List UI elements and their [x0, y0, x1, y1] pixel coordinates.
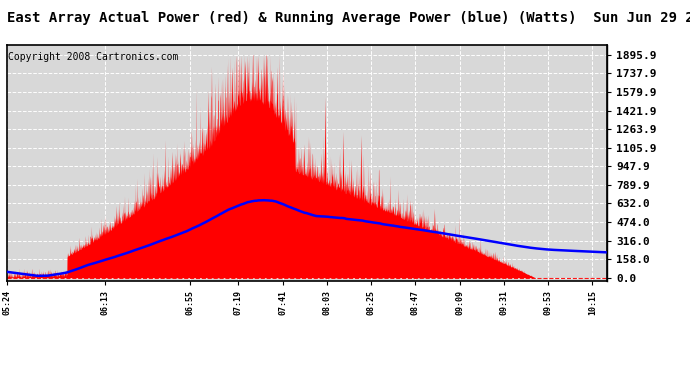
Text: Copyright 2008 Cartronics.com: Copyright 2008 Cartronics.com	[8, 52, 178, 62]
Text: East Array Actual Power (red) & Running Average Power (blue) (Watts)  Sun Jun 29: East Array Actual Power (red) & Running …	[7, 11, 690, 26]
